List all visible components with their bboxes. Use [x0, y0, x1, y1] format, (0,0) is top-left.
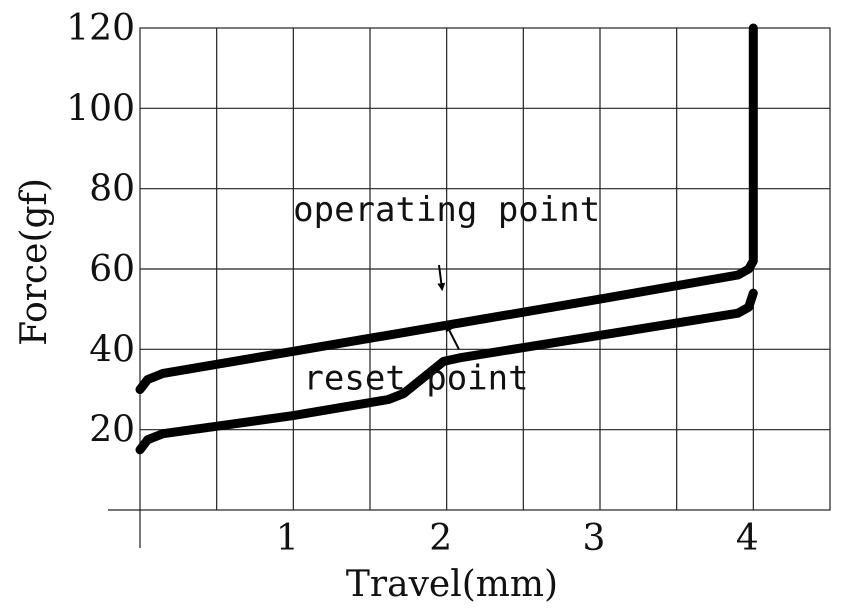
- chart-series: [135, 23, 758, 455]
- series-line-1: [135, 23, 758, 394]
- annotations: operating point reset point: [293, 190, 600, 399]
- x-tick-label: 1: [276, 518, 299, 559]
- y-tick-label: 40: [89, 329, 135, 370]
- y-tick-label: 80: [89, 169, 135, 210]
- x-tick-label: 3: [583, 518, 606, 559]
- y-tick-label: 20: [89, 410, 135, 451]
- x-axis-title: Travel(mm): [346, 564, 558, 605]
- y-tick-label: 100: [66, 88, 135, 129]
- reset-point-arrow: [445, 323, 460, 350]
- tick-labels: 20 40 60 80 100 120 1 2 3 4: [66, 8, 759, 559]
- x-tick-label: 2: [429, 518, 452, 559]
- operating-point-label: operating point: [293, 190, 600, 230]
- annotation-arrows: [437, 264, 460, 350]
- reset-point-label: reset point: [303, 359, 528, 399]
- y-axis-title: Force(gf): [14, 178, 55, 346]
- y-tick-label: 120: [66, 8, 135, 49]
- series-line-2: [135, 288, 758, 455]
- chart-grid: [108, 27, 831, 548]
- operating-point-arrow: [437, 264, 446, 292]
- y-tick-label: 60: [89, 249, 135, 290]
- x-tick-label: 4: [736, 518, 759, 559]
